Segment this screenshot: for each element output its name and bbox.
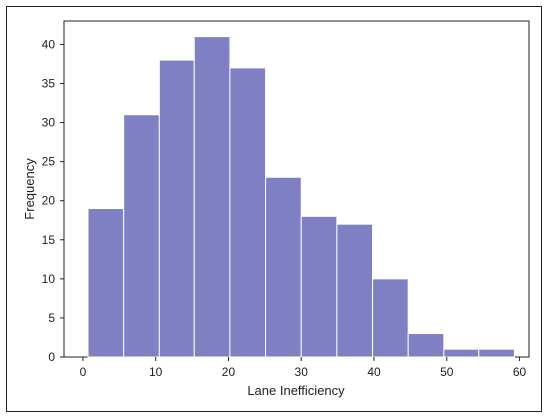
y-tick-label-20: 20 [42,194,56,208]
histogram-bar-9 [407,333,445,358]
x-tick-label-30: 30 [295,365,309,379]
histogram-bar-10 [443,348,480,358]
histogram-bar-4 [229,67,267,358]
histogram-bar-3 [193,36,231,358]
histogram-bar-6 [300,215,338,358]
y-axis-label: Frequency [22,158,37,220]
histogram-bar-8 [372,278,409,358]
y-tick-label-40: 40 [42,37,56,51]
x-tick-label-40: 40 [367,365,381,379]
x-tick-label-60: 60 [513,365,527,379]
histogram-bar-1 [123,114,160,358]
y-tick-label-30: 30 [42,116,56,130]
x-ticks-group: 0 10 20 30 40 50 60 [80,357,527,379]
histogram-bar-11 [478,348,515,358]
x-tick-label-10: 10 [149,365,163,379]
bars-group [87,36,515,358]
x-tick-label-0: 0 [80,365,87,379]
histogram-bar-0 [87,208,125,358]
histogram-bar-5 [265,176,302,358]
x-tick-label-20: 20 [222,365,236,379]
y-tick-label-0: 0 [48,350,55,364]
x-tick-label-50: 50 [440,365,454,379]
y-tick-label-35: 35 [42,77,56,91]
y-tick-label-10: 10 [42,272,56,286]
histogram-bar-7 [336,223,374,358]
y-tick-label-25: 25 [42,155,56,169]
y-tick-label-5: 5 [48,311,55,325]
x-axis-label: Lane Inefficiency [247,383,345,398]
histogram-bar-2 [158,59,195,358]
y-ticks-group: 0 5 10 15 20 25 30 35 40 [42,37,64,364]
y-tick-label-15: 15 [42,233,56,247]
